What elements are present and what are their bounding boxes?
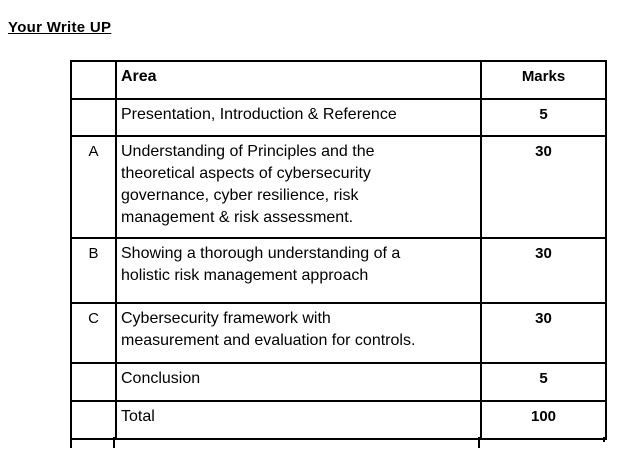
table-row: Presentation, Introduction & Reference 5 (70, 98, 607, 137)
table-row: A Understanding of Principles and the th… (70, 135, 607, 239)
row-label-cell: C (70, 302, 117, 364)
partial-row-border-right (603, 437, 605, 442)
row-area-cell: Presentation, Introduction & Reference (115, 98, 482, 137)
row-marks-cell: 100 (480, 400, 607, 440)
row-label-cell: B (70, 237, 117, 304)
row-area-cell: Cybersecurity framework with measurement… (115, 302, 482, 364)
marks-table: Area Marks Presentation, Introduction & … (70, 60, 607, 440)
row-marks-cell: 5 (480, 362, 607, 402)
row-area-cell: Conclusion (115, 362, 482, 402)
page-title: Your Write UP (8, 19, 112, 36)
partial-row-border-col1 (113, 437, 115, 448)
partial-row-border-left (70, 437, 72, 448)
row-area-cell: Showing a thorough understanding of a ho… (115, 237, 482, 304)
row-label-cell (70, 400, 117, 440)
row-label-cell: A (70, 135, 117, 239)
header-area-cell: Area (115, 60, 482, 100)
row-label-cell (70, 362, 117, 402)
table-row: Conclusion 5 (70, 362, 607, 402)
row-marks-cell: 5 (480, 98, 607, 137)
row-marks-cell: 30 (480, 135, 607, 239)
row-area-cell: Total (115, 400, 482, 440)
header-blank-cell (70, 60, 117, 100)
row-marks-cell: 30 (480, 302, 607, 364)
row-marks-cell: 30 (480, 237, 607, 304)
row-area-cell: Understanding of Principles and the theo… (115, 135, 482, 239)
table-row: B Showing a thorough understanding of a … (70, 237, 607, 304)
row-label-cell (70, 98, 117, 137)
header-marks-cell: Marks (480, 60, 607, 100)
partial-row-border-marks (478, 437, 480, 448)
table-row: Total 100 (70, 400, 607, 440)
table-row: C Cybersecurity framework with measureme… (70, 302, 607, 364)
table-header-row: Area Marks (70, 60, 607, 100)
